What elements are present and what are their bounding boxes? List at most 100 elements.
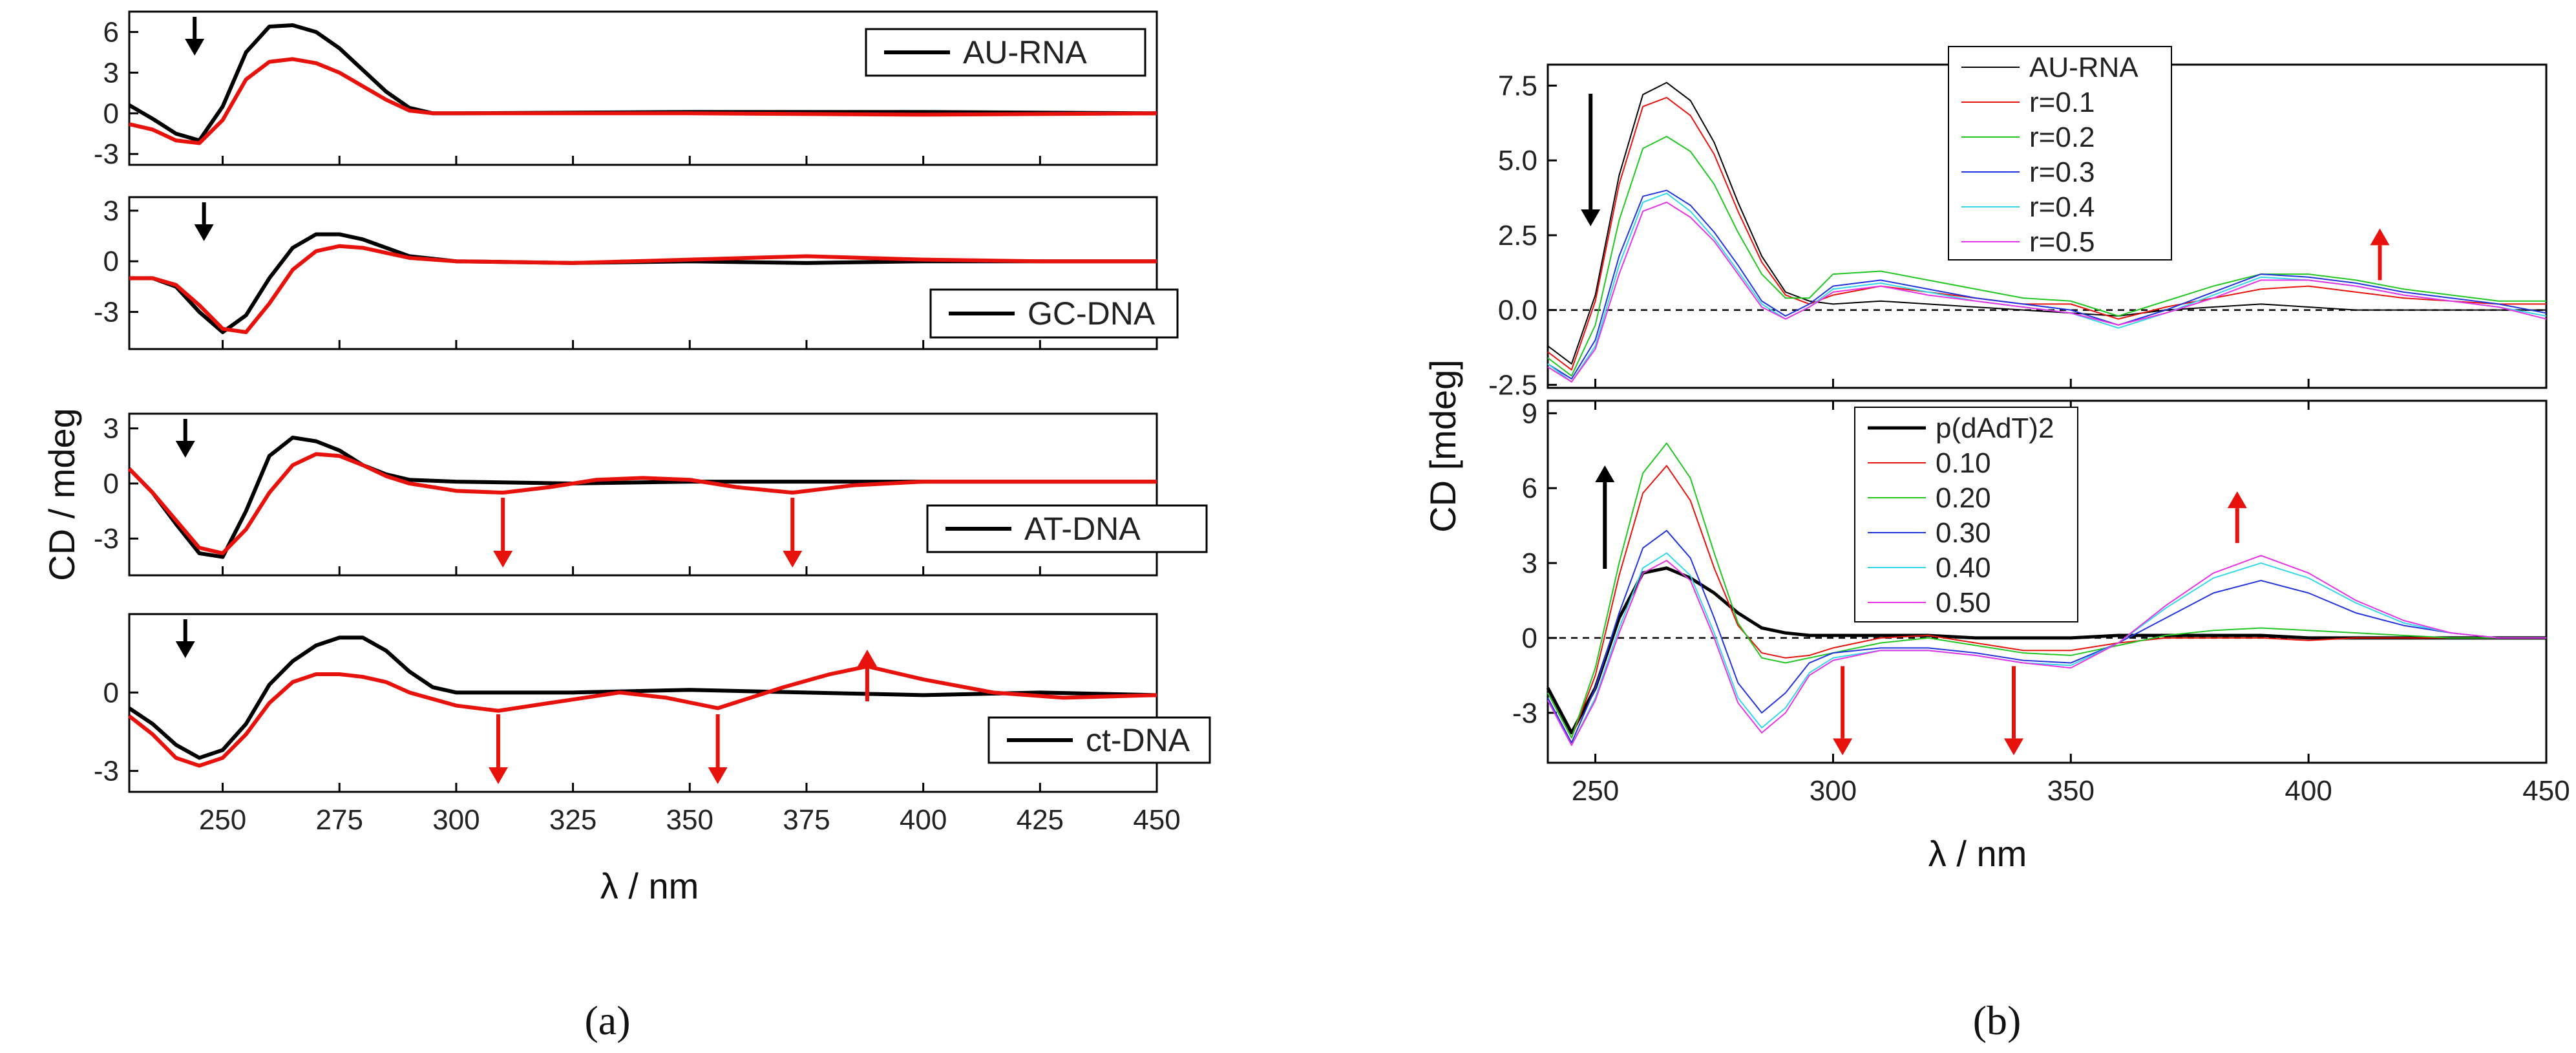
x-tick-label: 250 bbox=[1572, 775, 1619, 807]
trend-arrow-head bbox=[2370, 228, 2390, 246]
y-tick-label: 5.0 bbox=[1498, 145, 1537, 176]
y-tick-label: 0.0 bbox=[1498, 295, 1537, 326]
panel-label-a: (a) bbox=[584, 997, 630, 1043]
trend-arrow-head bbox=[708, 767, 728, 784]
trend-arrow-head bbox=[2004, 738, 2023, 756]
y-tick-label: 0 bbox=[103, 468, 119, 500]
legend-label: p(dAdT)2 bbox=[1936, 412, 2054, 444]
plot-frame bbox=[128, 10, 1158, 166]
legend-label: r=0.2 bbox=[2029, 122, 2095, 153]
trend-arrow-head bbox=[857, 650, 877, 666]
y-tick-label: 0 bbox=[103, 98, 119, 129]
y-tick-label: 6 bbox=[1522, 473, 1537, 504]
y-tick-label: -2.5 bbox=[1488, 369, 1537, 401]
y-tick-label: 2.5 bbox=[1498, 220, 1537, 251]
legend-label: 0.30 bbox=[1936, 517, 1991, 549]
y-tick-label: -3 bbox=[94, 138, 119, 170]
legend-label: r=0.4 bbox=[2029, 191, 2095, 223]
trend-arrow-head bbox=[488, 767, 508, 784]
y-tick-label: -3 bbox=[94, 756, 119, 787]
trend-arrow-head bbox=[194, 224, 214, 241]
y-tick-label: 7.5 bbox=[1498, 70, 1537, 101]
series-line-au-rna bbox=[1547, 81, 2546, 365]
y-tick-label: -3 bbox=[94, 523, 119, 555]
y-tick-label: 6 bbox=[103, 16, 119, 48]
trend-arrow-head bbox=[493, 551, 513, 568]
x-tick-label: 300 bbox=[432, 804, 480, 836]
x-tick-label: 275 bbox=[316, 804, 363, 836]
legend-label: AU-RNA bbox=[963, 34, 1087, 70]
legend-label: 0.10 bbox=[1936, 447, 1991, 479]
series-line-0-50 bbox=[1547, 555, 2546, 746]
series-line-r-0-1 bbox=[1547, 96, 2546, 371]
y-tick-label: -3 bbox=[1512, 697, 1537, 729]
series-line-au-rna-ligand bbox=[129, 57, 1157, 145]
x-tick-label: 350 bbox=[666, 804, 713, 836]
subplot-ct-dna: -3 0 250 275 300 325 350 375 400 425 450 ct-DNA bbox=[94, 613, 1211, 836]
x-axis-label-b: λ / nm bbox=[1928, 833, 2027, 874]
series-line-r-0-2 bbox=[1547, 136, 2546, 377]
y-tick-label: 0 bbox=[103, 246, 119, 277]
plot-frame bbox=[1547, 399, 2548, 764]
panel-label-b: (b) bbox=[1973, 997, 2022, 1043]
y-axis-label-b: CD [mdeg] bbox=[1422, 359, 1463, 533]
trend-arrow-head bbox=[175, 441, 195, 458]
legend-box bbox=[1854, 407, 2078, 622]
subplot-au-rna-titration: -2.50.02.55.07.5AU-RNAr=0.1r=0.2r=0.3r=0… bbox=[1488, 46, 2548, 401]
legend-label: r=0.5 bbox=[2029, 226, 2095, 258]
y-tick-label: 9 bbox=[1522, 398, 1537, 429]
x-tick-label: 350 bbox=[2047, 775, 2095, 807]
x-tick-label: 325 bbox=[549, 804, 596, 836]
legend-label: GC-DNA bbox=[1028, 295, 1156, 332]
series-line-gc-dna-ligand bbox=[129, 244, 1157, 334]
subplot-gc-dna: -3 0 3 GC-DNA bbox=[94, 195, 1179, 350]
y-tick-label: 0 bbox=[1522, 622, 1537, 654]
legend-label: r=0.1 bbox=[2029, 87, 2095, 118]
trend-arrow-head bbox=[1581, 209, 1601, 226]
x-tick-label: 425 bbox=[1017, 804, 1064, 836]
series-line-r-0-3 bbox=[1547, 189, 2547, 380]
legend-label: AU-RNA bbox=[2029, 52, 2138, 83]
x-tick-label: 450 bbox=[1133, 804, 1180, 836]
y-axis-label-a: CD / mdeg bbox=[41, 408, 82, 581]
y-tick-label: 0 bbox=[103, 677, 119, 708]
trend-arrow-head bbox=[1833, 738, 1853, 756]
series-line-ct-dna-ligand bbox=[128, 664, 1157, 768]
trend-arrow-head bbox=[2227, 491, 2247, 509]
legend-label: AT-DNA bbox=[1024, 511, 1141, 547]
plot-frame bbox=[128, 412, 1158, 577]
x-axis-label-a: λ / nm bbox=[600, 866, 699, 906]
series-line-0-20 bbox=[1547, 442, 2546, 739]
trend-arrow-head bbox=[783, 551, 803, 568]
series-line-0-30 bbox=[1547, 529, 2546, 744]
y-tick-label: 3 bbox=[103, 413, 119, 445]
trend-arrow-head bbox=[1595, 465, 1615, 482]
x-tick-label: 375 bbox=[783, 804, 830, 836]
plot-frame bbox=[128, 196, 1158, 350]
trend-arrow-head bbox=[175, 641, 195, 658]
panels: -3 0 3 6 AU-RNA -3 0 3 GC-DNA -3 0 3 AT-DNA -3 0 250 275… bbox=[94, 10, 2570, 836]
plot-frame bbox=[128, 613, 1158, 793]
series-line-gc-dna bbox=[129, 232, 1157, 334]
legend-label: 0.50 bbox=[1936, 587, 1991, 619]
series-line-0-10 bbox=[1547, 465, 2546, 739]
series-line-at-dna-ligand bbox=[127, 452, 1157, 555]
legend-label: ct-DNA bbox=[1086, 722, 1190, 758]
series-line-r-0-5 bbox=[1547, 201, 2547, 383]
x-tick-label: 400 bbox=[900, 804, 947, 836]
legend-label: 0.40 bbox=[1936, 552, 1991, 584]
subplot-at-dna: -3 0 3 AT-DNA bbox=[94, 412, 1208, 577]
y-tick-label: 3 bbox=[103, 57, 119, 89]
y-tick-label: 3 bbox=[1522, 548, 1537, 579]
subplot-au-rna: -3 0 3 6 AU-RNA bbox=[94, 10, 1158, 170]
x-tick-label: 400 bbox=[2285, 775, 2332, 807]
x-tick-label: 250 bbox=[199, 804, 246, 836]
legend-box bbox=[1948, 46, 2172, 261]
legend-label: 0.20 bbox=[1936, 482, 1991, 514]
subplot-p-dadt-2-titration: -3 0 3 6 9 250 300 350 400 450 p(dAdT)20.100.200.3… bbox=[1512, 398, 2570, 807]
y-tick-label: 3 bbox=[103, 195, 119, 227]
series-line-at-dna bbox=[127, 435, 1157, 559]
x-tick-label: 300 bbox=[1810, 775, 1857, 807]
x-tick-label: 450 bbox=[2522, 775, 2570, 807]
